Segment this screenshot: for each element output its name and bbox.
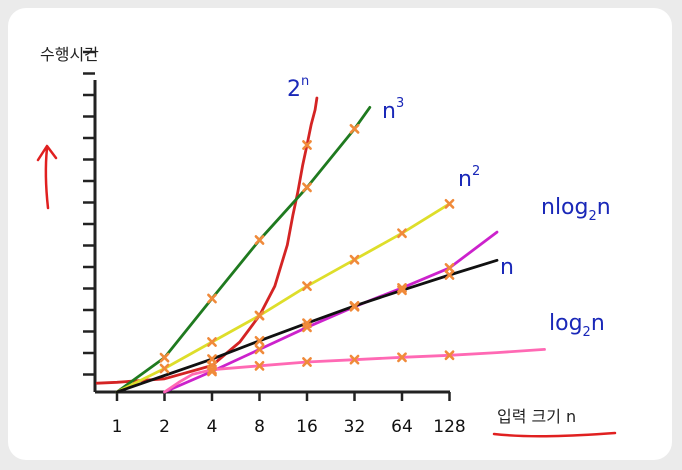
x-tick-label: 2 [159,417,170,437]
x-tick-label: 8 [254,417,265,437]
x-tick-label: 64 [391,417,413,437]
series-marker-cubic [302,182,312,193]
series-marker-quad [397,228,407,239]
x-ticks: 1 2 4 8 16 32 64 128 [112,392,466,437]
series-marker-log [207,364,217,375]
y-axis-title: 수행시간 [40,45,99,64]
x-axis-title: 입력 크기 n [497,407,576,426]
series-marker-linear [302,318,312,329]
series-marker-quad [444,198,455,209]
x-tick-label: 16 [296,417,318,437]
series-marker-linear [444,270,455,280]
series-marker-exp [302,140,312,150]
series-label-exp: 2n [287,74,309,102]
series-marker-quad [302,281,312,292]
series-marker-log [302,357,312,367]
series-line-exp [95,96,319,385]
series-marker-nlogn [254,344,265,355]
series-marker-nlogn [444,263,455,273]
series-marker-nlogn [397,283,407,293]
series-marker-cubic [159,352,170,363]
chart-card [8,8,672,460]
series-marker-quad [207,337,217,347]
series-label-quad: n2 [458,164,480,192]
series-marker-linear [254,335,265,346]
series-line-cubic [115,106,372,394]
series-marker-cubic [207,293,217,304]
series-marker-linear [397,285,407,296]
series-marker-linear [207,354,217,364]
series-marker-quad [254,310,265,321]
series-markers [159,123,455,377]
series-marker-log [349,354,360,365]
series-line-quad [115,202,451,394]
y-ticks [83,50,95,376]
series-marker-linear [349,300,360,311]
x-tick-label: 4 [207,417,218,437]
series-label-nlogn: nlog2n [541,195,611,224]
x-tick-label: 32 [344,417,366,437]
series-marker-cubic [349,123,360,134]
series-label-cubic: n3 [382,96,404,124]
series-label-linear: n [500,255,514,280]
series-marker-quad [159,363,170,374]
series-marker-quad [349,254,360,265]
series-marker-log [397,352,407,363]
x-tick-label: 128 [433,417,465,437]
series-lines [95,96,546,394]
series-marker-cubic [254,235,265,245]
series-label-log: log2n [549,311,605,340]
red-up-arrow-annotation [36,144,58,210]
red-underline-annotation [492,431,617,438]
series-marker-log [444,350,455,361]
axes [93,80,450,394]
series-marker-log [254,360,265,371]
x-tick-label: 1 [112,417,123,437]
